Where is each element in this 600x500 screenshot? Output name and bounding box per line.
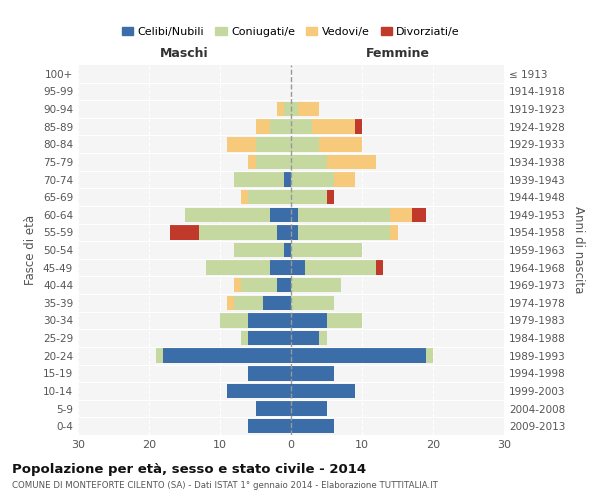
Bar xyxy=(277,278,291,292)
Bar xyxy=(313,120,355,134)
Text: Femmine: Femmine xyxy=(365,46,430,60)
Bar xyxy=(355,120,362,134)
Bar xyxy=(291,384,355,398)
Bar xyxy=(227,384,291,398)
Bar xyxy=(291,331,319,345)
Bar xyxy=(227,137,256,152)
Y-axis label: Anni di nascita: Anni di nascita xyxy=(572,206,585,294)
Bar xyxy=(270,120,291,134)
Text: Popolazione per età, sesso e stato civile - 2014: Popolazione per età, sesso e stato civil… xyxy=(12,462,366,475)
Bar xyxy=(291,314,326,328)
Bar xyxy=(234,172,284,186)
Bar xyxy=(319,331,326,345)
Bar xyxy=(291,137,319,152)
Bar xyxy=(185,208,270,222)
Bar xyxy=(376,260,383,275)
Bar xyxy=(241,278,277,292)
Bar xyxy=(241,331,248,345)
Bar xyxy=(256,154,291,169)
Bar xyxy=(291,260,305,275)
Bar xyxy=(234,296,263,310)
Bar xyxy=(248,419,291,434)
Bar xyxy=(291,208,298,222)
Bar xyxy=(291,172,334,186)
Bar xyxy=(298,225,391,240)
Text: COMUNE DI MONTEFORTE CILENTO (SA) - Dati ISTAT 1° gennaio 2014 - Elaborazione TU: COMUNE DI MONTEFORTE CILENTO (SA) - Dati… xyxy=(12,481,438,490)
Bar xyxy=(270,260,291,275)
Bar xyxy=(220,314,248,328)
Bar xyxy=(291,190,326,204)
Bar xyxy=(234,243,284,257)
Bar xyxy=(270,208,291,222)
Bar xyxy=(334,172,355,186)
Bar xyxy=(248,366,291,380)
Bar xyxy=(326,154,376,169)
Bar xyxy=(163,348,291,363)
Bar xyxy=(156,348,163,363)
Bar xyxy=(263,296,291,310)
Bar xyxy=(412,208,426,222)
Bar xyxy=(248,314,291,328)
Bar xyxy=(248,154,256,169)
Bar xyxy=(277,102,284,117)
Bar xyxy=(291,154,326,169)
Bar xyxy=(284,172,291,186)
Bar xyxy=(291,296,334,310)
Legend: Celibi/Nubili, Coniugati/e, Vedovi/e, Divorziati/e: Celibi/Nubili, Coniugati/e, Vedovi/e, Di… xyxy=(118,22,464,42)
Bar xyxy=(305,260,376,275)
Bar xyxy=(241,190,248,204)
Bar xyxy=(291,120,313,134)
Bar xyxy=(227,296,234,310)
Bar xyxy=(256,120,270,134)
Bar xyxy=(291,243,362,257)
Bar xyxy=(291,402,326,416)
Bar xyxy=(291,102,298,117)
Text: Maschi: Maschi xyxy=(160,46,209,60)
Bar xyxy=(291,278,341,292)
Bar xyxy=(291,419,334,434)
Bar xyxy=(248,190,291,204)
Bar xyxy=(326,314,362,328)
Bar xyxy=(170,225,199,240)
Bar xyxy=(326,190,334,204)
Bar xyxy=(298,208,391,222)
Bar xyxy=(319,137,362,152)
Bar xyxy=(298,102,319,117)
Bar xyxy=(256,402,291,416)
Bar xyxy=(391,225,398,240)
Bar xyxy=(291,225,298,240)
Bar xyxy=(284,243,291,257)
Bar xyxy=(206,260,270,275)
Bar xyxy=(426,348,433,363)
Bar xyxy=(248,331,291,345)
Bar xyxy=(291,348,426,363)
Y-axis label: Fasce di età: Fasce di età xyxy=(25,215,37,285)
Bar xyxy=(234,278,241,292)
Bar xyxy=(256,137,291,152)
Bar xyxy=(199,225,277,240)
Bar xyxy=(277,225,291,240)
Bar xyxy=(391,208,412,222)
Bar xyxy=(284,102,291,117)
Bar xyxy=(291,366,334,380)
